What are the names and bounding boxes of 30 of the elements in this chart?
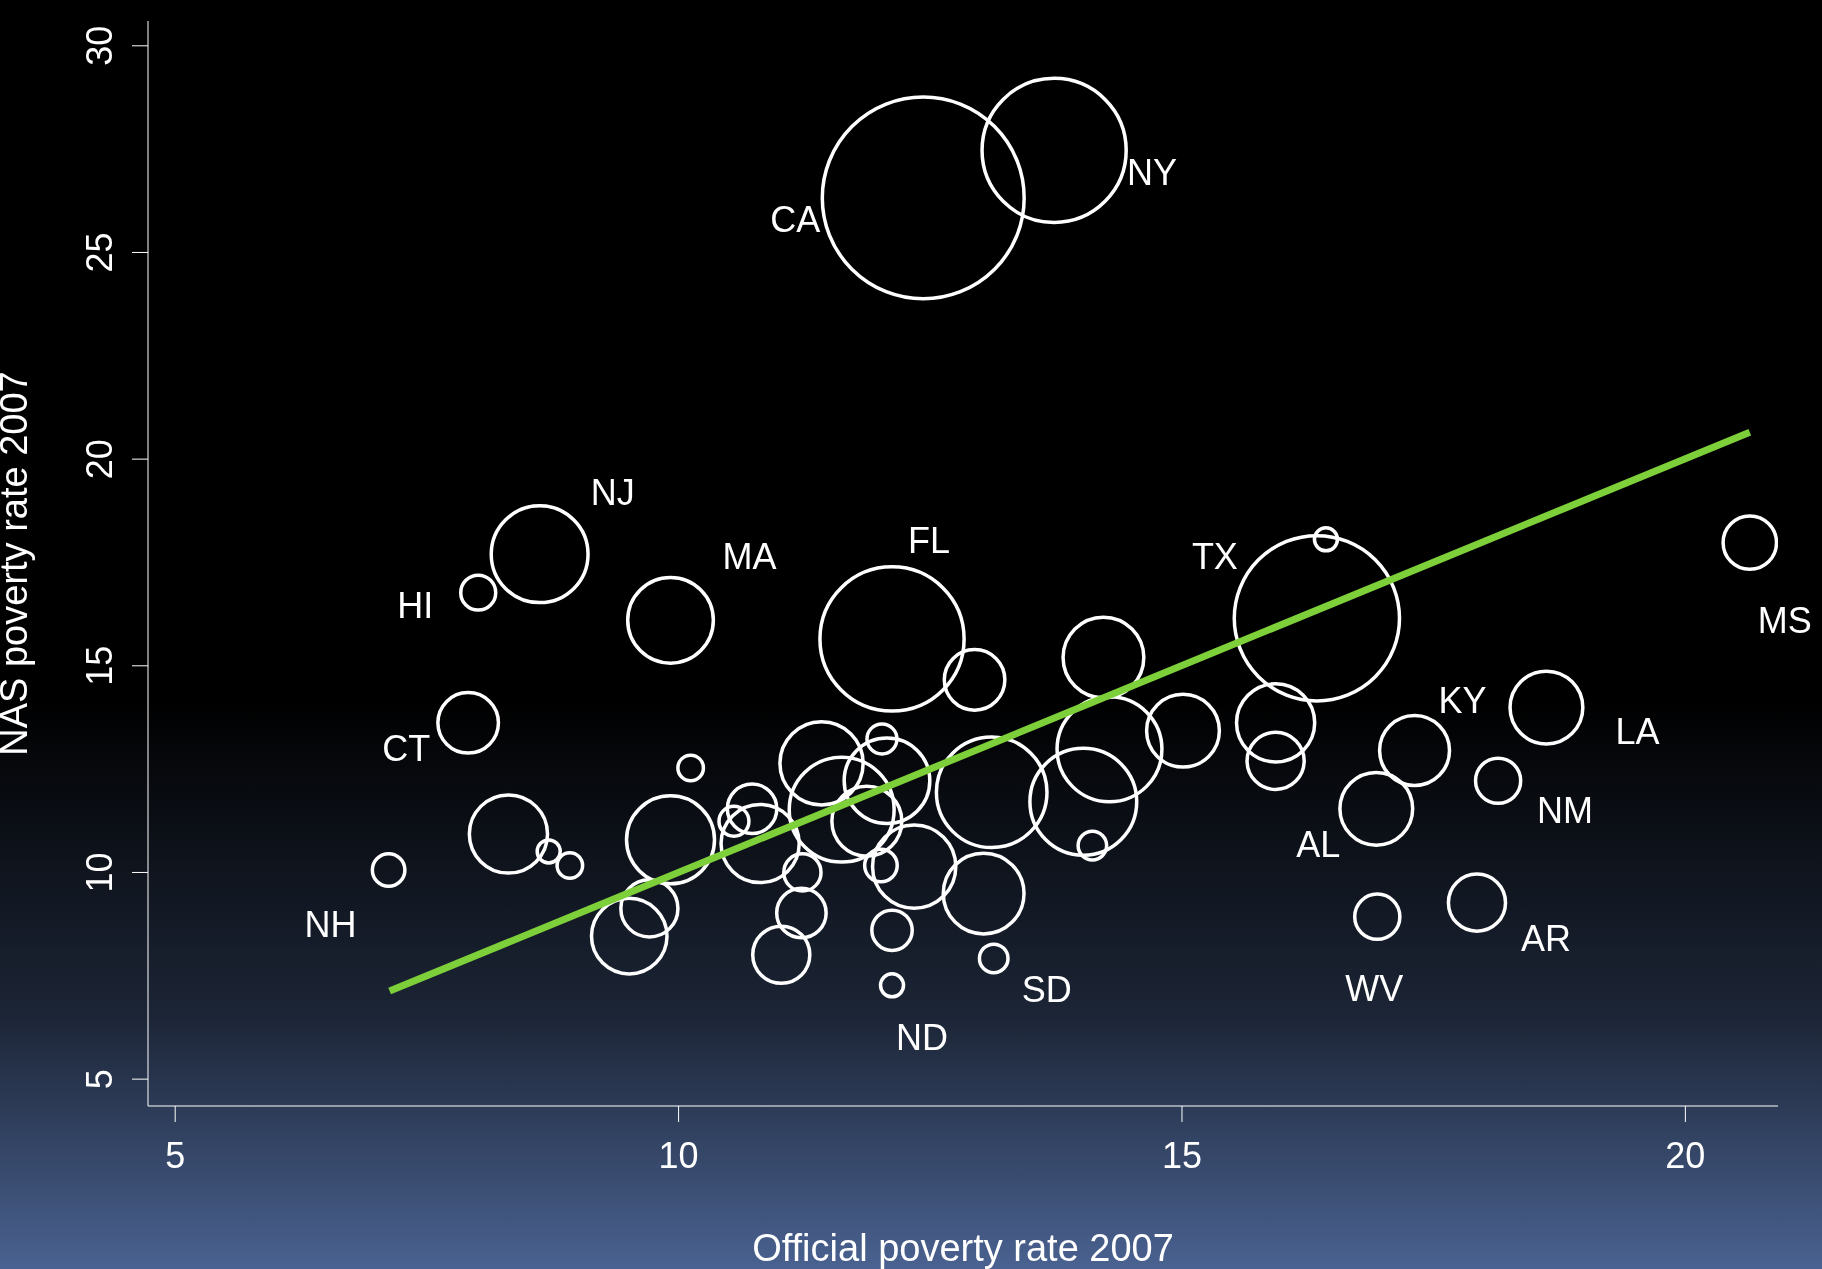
annotation: ND (896, 1016, 949, 1058)
y-tick-label: 15 (79, 645, 120, 686)
annotation: KY (1438, 680, 1487, 722)
annotation: TX (1191, 535, 1238, 577)
x-tick-label: 10 (658, 1135, 699, 1176)
y-axis-title: NAS poverty rate 2007 (0, 371, 36, 756)
annotation: HI (397, 585, 434, 627)
annotation: NY (1127, 151, 1178, 193)
annotation: CA (770, 199, 821, 241)
x-axis-title: Official poverty rate 2007 (752, 1227, 1174, 1269)
x-tick-label: 20 (1665, 1135, 1706, 1176)
annotation: NJ (590, 471, 635, 513)
annotation: NH (304, 904, 357, 946)
annotation: WV (1345, 968, 1404, 1010)
y-tick-label: 20 (79, 439, 120, 480)
annotation: CT (382, 728, 431, 770)
y-tick-label: 30 (79, 25, 120, 66)
y-tick-label: 10 (79, 852, 120, 893)
annotation: MS (1757, 600, 1812, 642)
annotation: AL (1296, 824, 1341, 866)
y-tick-label: 5 (79, 1069, 120, 1090)
annotation: MA (722, 535, 777, 577)
annotation: FL (908, 520, 951, 562)
x-tick-label: 5 (165, 1135, 186, 1176)
annotation: NM (1537, 790, 1594, 832)
annotation: SD (1021, 968, 1072, 1010)
x-tick-label: 15 (1161, 1135, 1202, 1176)
annotation: AR (1520, 918, 1571, 960)
annotation: LA (1615, 711, 1660, 753)
y-tick-label: 25 (79, 232, 120, 273)
